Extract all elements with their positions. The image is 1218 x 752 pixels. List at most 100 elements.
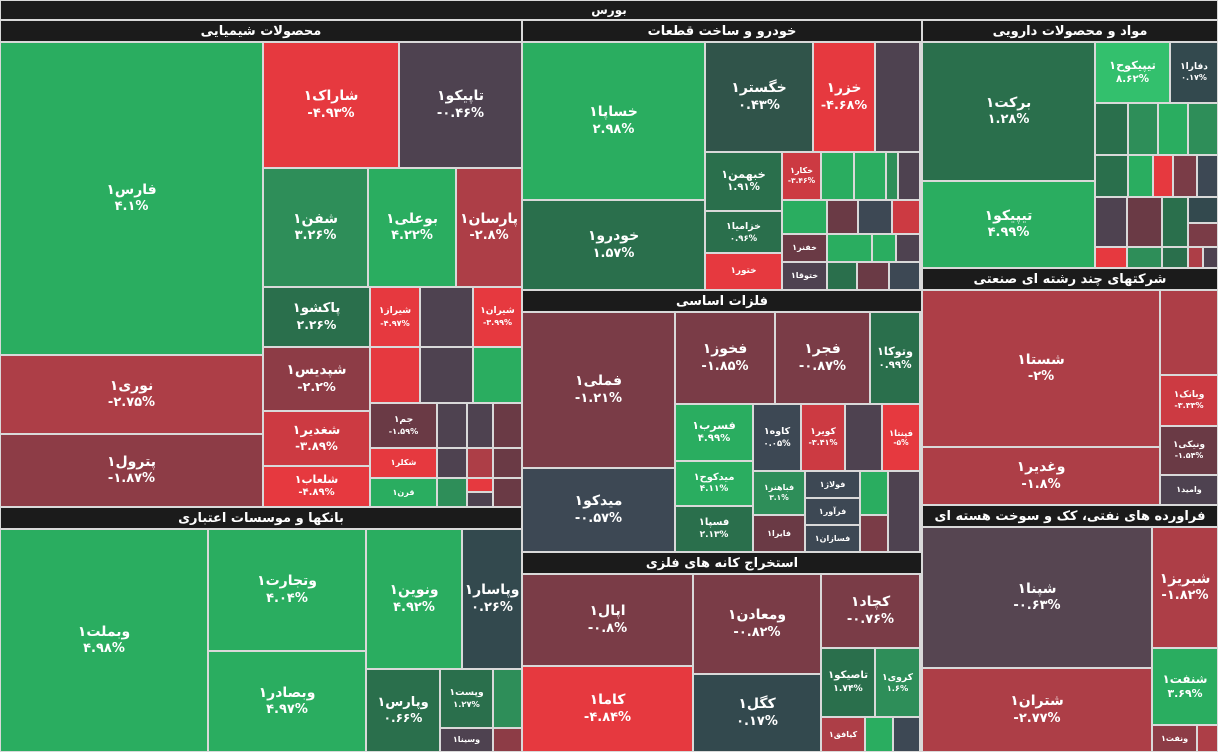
- stock-tile[interactable]: [1128, 103, 1158, 155]
- stock-tile-بوعلی۱[interactable]: بوعلی۱ ۴.۲۲%: [368, 168, 456, 287]
- stock-tile-جم۱[interactable]: جم۱ -۱.۵۹%: [370, 403, 437, 448]
- stock-tile[interactable]: [1095, 103, 1128, 155]
- stock-tile[interactable]: [1188, 197, 1218, 223]
- stock-tile[interactable]: [437, 403, 467, 448]
- stock-tile[interactable]: [827, 234, 872, 262]
- stock-tile[interactable]: [437, 478, 467, 507]
- stock-tile[interactable]: [1128, 155, 1153, 197]
- stock-tile[interactable]: [437, 448, 467, 478]
- stock-tile[interactable]: [1197, 725, 1218, 752]
- stock-tile-وبصادر۱[interactable]: وبصادر۱ ۴.۹۷%: [208, 651, 366, 752]
- stock-tile-شنفت۱[interactable]: شنفت۱ ۳.۶۹%: [1152, 648, 1218, 725]
- stock-tile[interactable]: [1095, 247, 1127, 268]
- stock-tile[interactable]: [1095, 155, 1128, 197]
- stock-tile-خزر۱[interactable]: خزر۱ -۴.۶۸%: [813, 42, 875, 152]
- stock-tile-فسرب۱[interactable]: فسرب۱ ۴.۹۹%: [675, 404, 753, 461]
- stock-tile-کچاد۱[interactable]: کچاد۱ -۰.۷۶%: [821, 574, 920, 648]
- stock-tile-وپارس۱[interactable]: وپارس۱ ۰.۶۶%: [366, 669, 440, 752]
- stock-tile-وسینا۱[interactable]: وسینا۱: [440, 728, 493, 752]
- stock-tile-خزامیا۱[interactable]: خزامیا۱ ۰.۹۶%: [705, 211, 782, 253]
- stock-tile[interactable]: [1153, 155, 1173, 197]
- stock-tile-وتوکا۱[interactable]: وتوکا۱ ۰.۹۹%: [870, 312, 920, 404]
- stock-tile[interactable]: [467, 492, 493, 507]
- stock-tile[interactable]: [1197, 155, 1218, 197]
- stock-tile[interactable]: [889, 262, 920, 290]
- stock-tile-ومعادن۱[interactable]: ومعادن۱ -۰.۸۲%: [693, 574, 821, 674]
- stock-tile-کیافق۱[interactable]: کیافق۱: [821, 717, 865, 752]
- stock-tile-فرآور۱[interactable]: فرآور۱: [805, 498, 860, 525]
- stock-tile-اپال۱[interactable]: اپال۱ -۰.۸%: [522, 574, 693, 666]
- stock-tile-تیپیکوح۱[interactable]: تیپیکوح۱ ۸.۶۲%: [1095, 42, 1170, 103]
- stock-tile-فباهنر۱[interactable]: فباهنر۱ ۳.۱%: [753, 471, 805, 515]
- stock-tile[interactable]: [872, 234, 896, 262]
- stock-tile[interactable]: [467, 448, 493, 478]
- stock-tile[interactable]: [493, 478, 522, 507]
- stock-tile-شبریز۱[interactable]: شبریز۱ -۱.۸۲%: [1152, 527, 1218, 648]
- stock-tile[interactable]: [782, 200, 827, 234]
- stock-tile-وامید۱[interactable]: وامید۱: [1160, 475, 1218, 505]
- stock-tile-دفارا۱[interactable]: دفارا۱ ۰.۱۷%: [1170, 42, 1218, 103]
- stock-tile-وپست۱[interactable]: وپست۱ ۱.۲۷%: [440, 669, 493, 728]
- stock-tile-میدکوح۱[interactable]: میدکوح۱ ۴.۱۱%: [675, 461, 753, 506]
- stock-tile[interactable]: [827, 200, 858, 234]
- stock-tile[interactable]: [821, 152, 854, 200]
- stock-tile-برکت۱[interactable]: برکت۱ ۱.۲۸%: [922, 42, 1095, 181]
- stock-tile[interactable]: [845, 404, 882, 471]
- stock-tile[interactable]: [1203, 247, 1218, 268]
- stock-tile-کاما۱[interactable]: کاما۱ -۴.۸۴%: [522, 666, 693, 752]
- stock-tile[interactable]: [854, 152, 886, 200]
- stock-tile[interactable]: [370, 347, 420, 403]
- stock-tile-ختوقا۱[interactable]: ختوقا۱: [782, 262, 827, 290]
- stock-tile-فسپا۱[interactable]: فسپا۱ ۲.۱۳%: [675, 506, 753, 552]
- stock-tile-ونفت۱[interactable]: ونفت۱: [1152, 725, 1197, 752]
- stock-tile-وپاسار۱[interactable]: وپاسار۱ ۰.۲۶%: [462, 529, 522, 669]
- stock-tile[interactable]: [886, 152, 898, 200]
- stock-tile-فارس۱[interactable]: فارس۱ ۴.۱%: [0, 42, 263, 355]
- stock-tile-شتران۱[interactable]: شتران۱ -۲.۷۷%: [922, 668, 1152, 752]
- stock-tile[interactable]: [892, 200, 920, 234]
- stock-tile-فملی۱[interactable]: فملی۱ -۱.۲۱%: [522, 312, 675, 468]
- stock-tile-قرن۱[interactable]: قرن۱: [370, 478, 437, 507]
- stock-tile-خبهمن۱[interactable]: خبهمن۱ ۱.۹۱%: [705, 152, 782, 211]
- stock-tile[interactable]: [1188, 223, 1218, 247]
- stock-tile-شکلر۱[interactable]: شکلر۱: [370, 448, 437, 478]
- stock-tile[interactable]: [875, 42, 920, 152]
- stock-tile-وبملت۱[interactable]: وبملت۱ ۴.۹۸%: [0, 529, 208, 752]
- stock-tile[interactable]: [1160, 290, 1218, 375]
- stock-tile-شاراک۱[interactable]: شاراک۱ -۴.۹۳%: [263, 42, 399, 168]
- stock-tile[interactable]: [888, 471, 920, 552]
- stock-tile-وبانک۱[interactable]: وبانک۱ -۳.۳۳%: [1160, 375, 1218, 426]
- stock-tile[interactable]: [420, 287, 473, 347]
- stock-tile-شیراز۱[interactable]: شیراز۱ -۴.۹۷%: [370, 287, 420, 347]
- stock-tile-خفنر۱[interactable]: خفنر۱: [782, 234, 827, 262]
- stock-tile[interactable]: [1158, 103, 1188, 155]
- stock-tile-وتجارت۱[interactable]: وتجارت۱ ۴.۰۴%: [208, 529, 366, 651]
- stock-tile-شفن۱[interactable]: شفن۱ ۳.۲۶%: [263, 168, 368, 287]
- stock-tile-کاوه۱[interactable]: کاوه۱ ۰.۰۵%: [753, 404, 801, 471]
- stock-tile-ختور۱[interactable]: ختور۱: [705, 253, 782, 290]
- stock-tile-فپنتا۱[interactable]: فپنتا۱ -۵%: [882, 404, 920, 471]
- stock-tile[interactable]: [1127, 197, 1162, 247]
- stock-tile-شغدیر۱[interactable]: شغدیر۱ -۳.۸۹%: [263, 411, 370, 466]
- stock-tile[interactable]: [1162, 197, 1188, 247]
- stock-tile-ونوین۱[interactable]: ونوین۱ ۴.۹۲%: [366, 529, 462, 669]
- stock-tile-شلعاب۱[interactable]: شلعاب۱ -۴.۸۹%: [263, 466, 370, 507]
- stock-tile-تاصیکو۱[interactable]: تاصیکو۱ ۱.۷۴%: [821, 648, 875, 717]
- stock-tile[interactable]: [1188, 247, 1203, 268]
- stock-tile-وغدیر۱[interactable]: وغدیر۱ -۱.۸%: [922, 447, 1160, 505]
- stock-tile[interactable]: [860, 471, 888, 515]
- stock-tile-کویر۱[interactable]: کویر۱ -۳.۴۱%: [801, 404, 845, 471]
- stock-tile[interactable]: [420, 347, 473, 403]
- stock-tile-شستا۱[interactable]: شستا۱ -۲%: [922, 290, 1160, 447]
- stock-tile[interactable]: [493, 669, 522, 728]
- stock-tile-تیپیکو۱[interactable]: تیپیکو۱ ۴.۹۹%: [922, 181, 1095, 268]
- stock-tile-تاپیکو۱[interactable]: تاپیکو۱ -۰.۴۶%: [399, 42, 522, 168]
- stock-tile-پارسان۱[interactable]: پارسان۱ -۲.۸%: [456, 168, 522, 287]
- stock-tile-کگل۱[interactable]: کگل۱ ۰.۱۷%: [693, 674, 821, 752]
- stock-tile-پاکشو۱[interactable]: پاکشو۱ ۲.۲۶%: [263, 287, 370, 347]
- stock-tile-فسازان۱[interactable]: فسازان۱: [805, 525, 860, 552]
- stock-tile[interactable]: [896, 234, 920, 262]
- stock-tile-فایرا۱[interactable]: فایرا۱: [753, 515, 805, 552]
- stock-tile[interactable]: [473, 347, 522, 403]
- stock-tile-شیران۱[interactable]: شیران۱ -۳.۹۹%: [473, 287, 522, 347]
